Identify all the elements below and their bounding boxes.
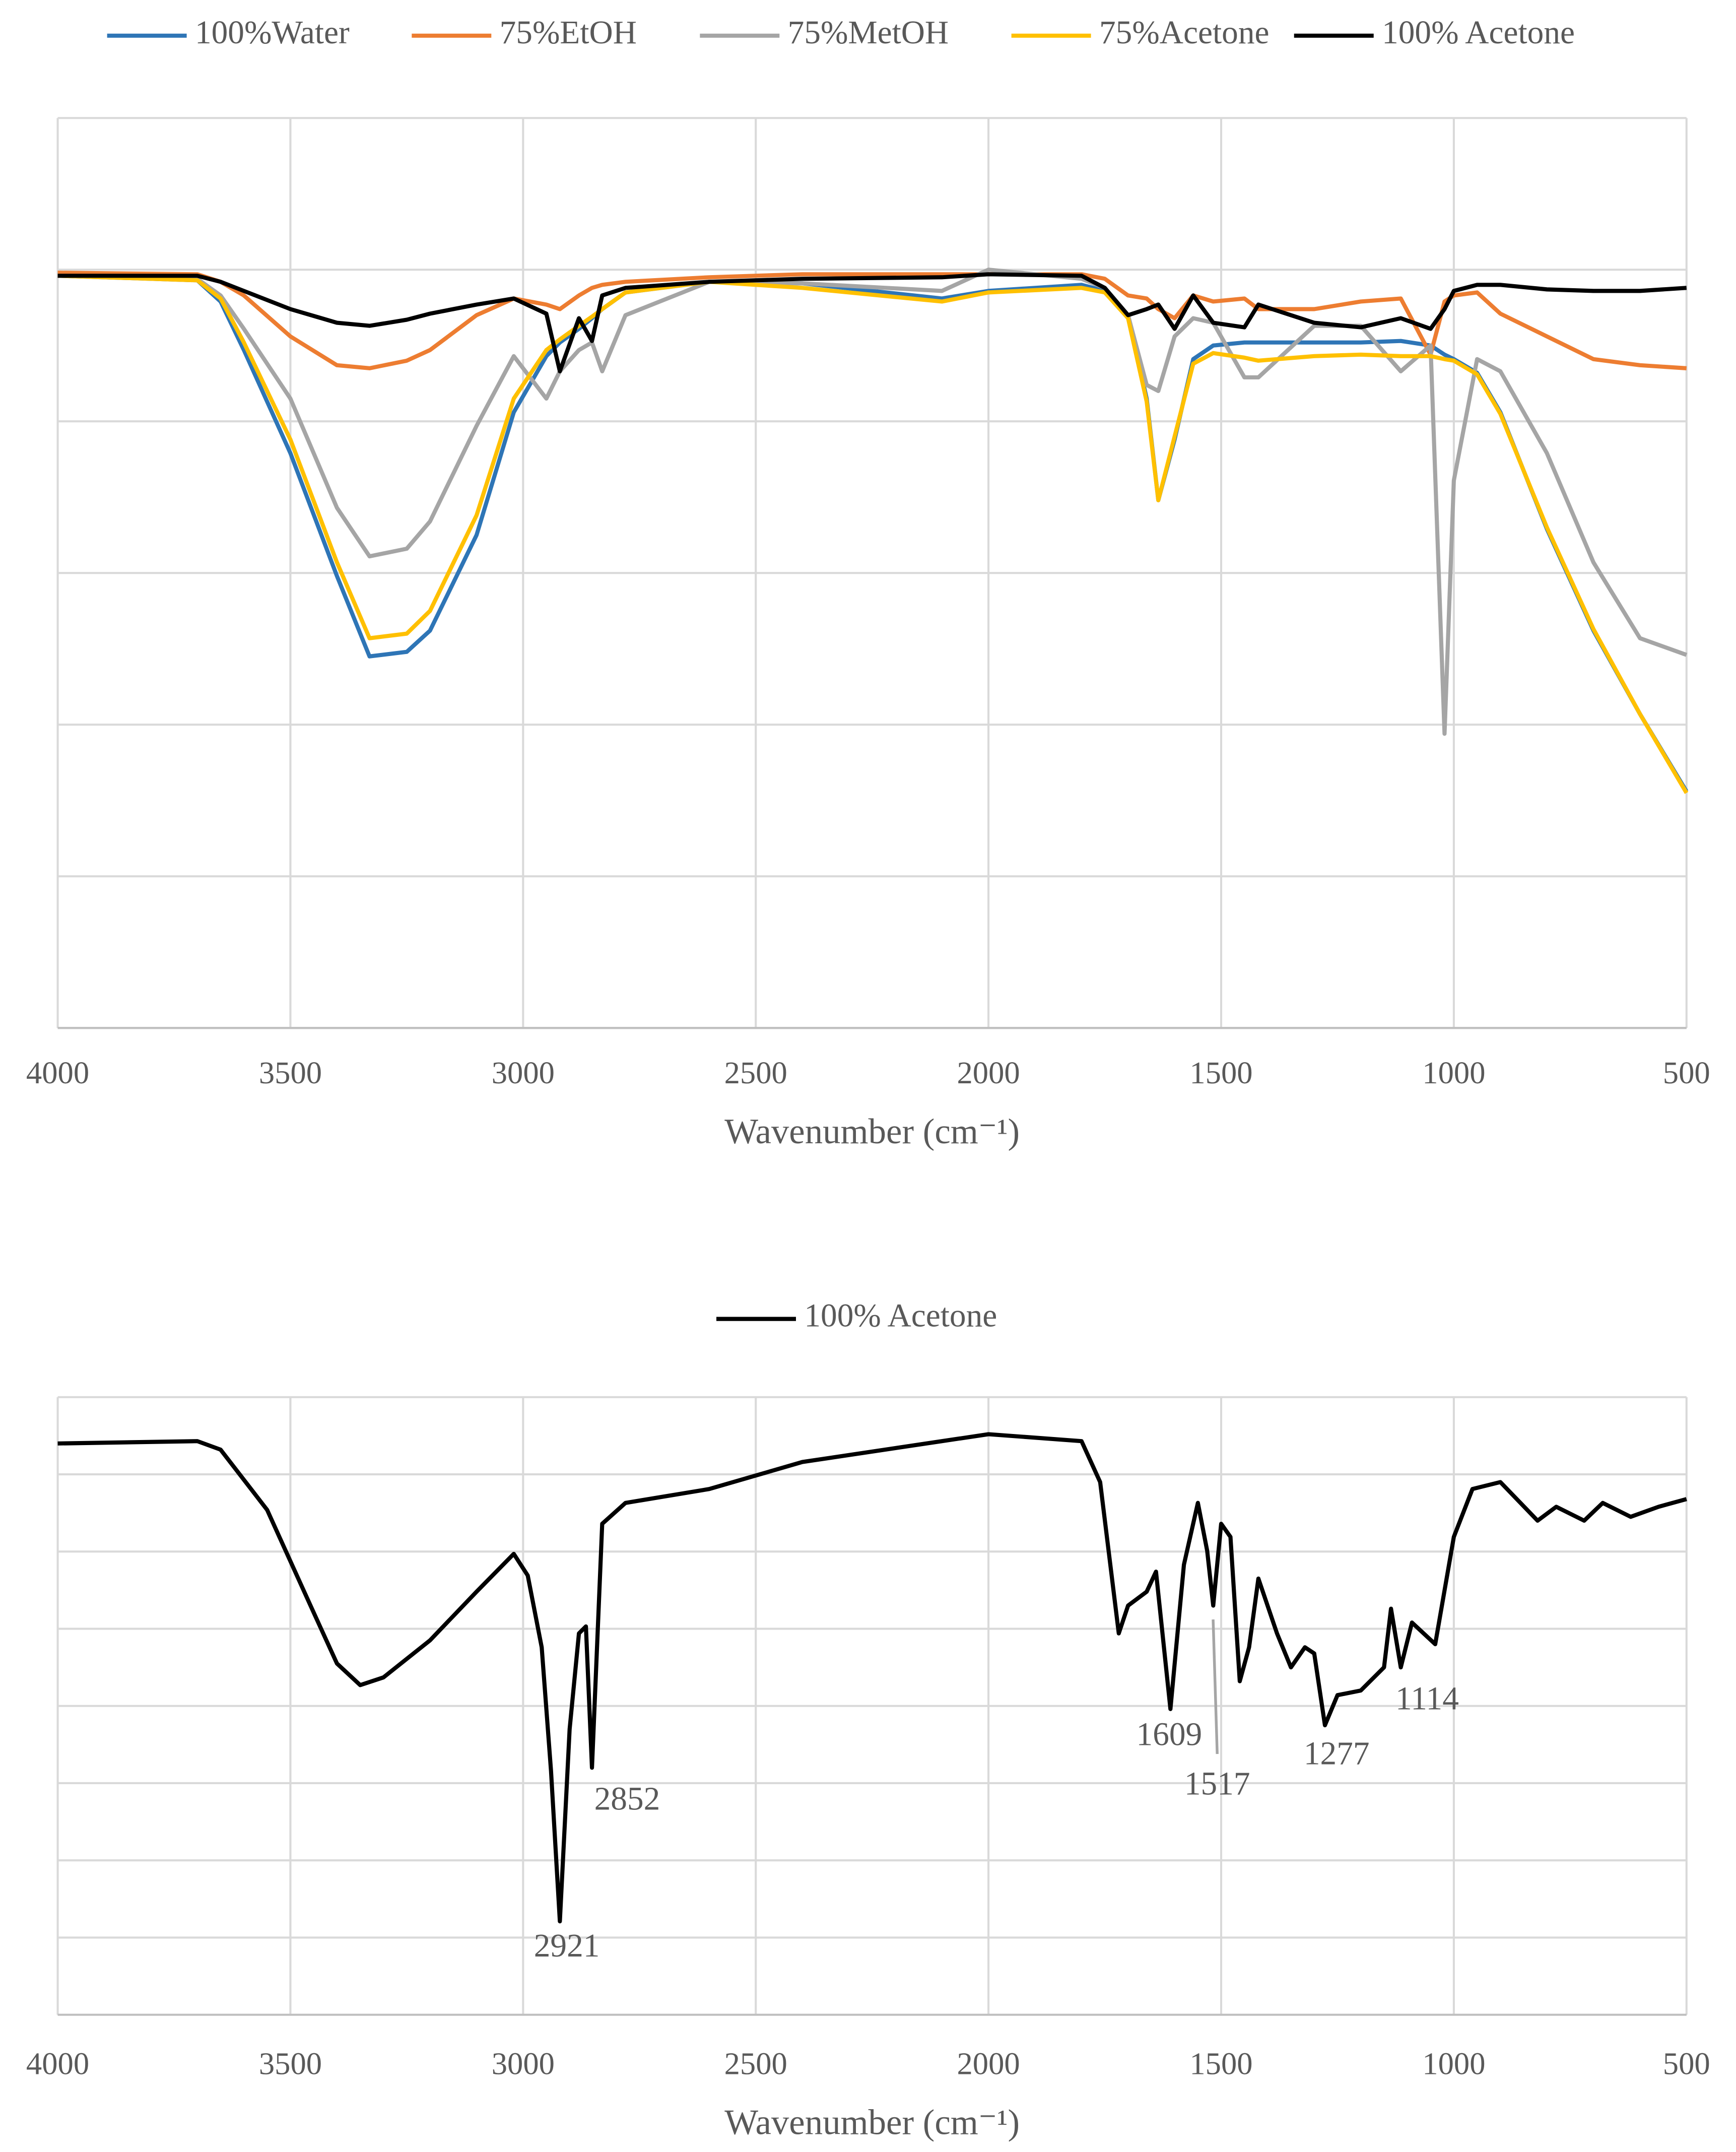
x-axis-label: Wavenumber (cm⁻¹) [724,1112,1020,1151]
spectrum-line [57,274,1689,793]
peak-annotation: 1277 [1304,1736,1370,1772]
peak-annotation: 1517 [1184,1766,1250,1802]
legend-label: 75%Acetone [1099,15,1270,51]
x-tick-label: 3000 [492,2046,555,2081]
peak-annotation: 2852 [594,1781,660,1817]
legend-label: 100% Acetone [804,1298,997,1334]
spectrum-line [57,274,1689,794]
x-tick-label: 500 [1663,2046,1710,2081]
x-axis-label: Wavenumber (cm⁻¹) [724,2103,1020,2142]
annotation-leader [1212,1619,1219,1754]
x-tick-label: 1500 [1189,1055,1252,1090]
x-tick-label: 2000 [957,1055,1020,1090]
spectrum-line [57,268,1688,736]
legend-label: 75%EtOH [500,15,637,51]
spectrum-line [57,272,1687,373]
x-tick-label: 1500 [1189,2046,1252,2081]
legend-label: 100%Water [195,15,350,51]
spectrum-line [57,1432,1687,1924]
legend-label: 75%MetOH [788,15,949,51]
legend-label: 100% Acetone [1382,15,1575,51]
x-tick-label: 500 [1663,1055,1710,1090]
x-tick-label: 3500 [259,2046,322,2081]
peak-annotation: 1114 [1395,1681,1459,1717]
x-tick-label: 1000 [1422,1055,1485,1090]
peak-annotation: 2921 [534,1928,600,1964]
x-tick-label: 2500 [724,2046,787,2081]
x-tick-label: 2000 [957,2046,1020,2081]
peak-annotation: 1609 [1137,1716,1203,1752]
x-tick-label: 3500 [259,1055,322,1090]
x-tick-label: 4000 [26,2046,89,2081]
x-tick-label: 4000 [26,1055,89,1090]
x-tick-label: 2500 [724,1055,787,1090]
x-tick-label: 3000 [492,1055,555,1090]
x-tick-label: 1000 [1422,2046,1485,2081]
